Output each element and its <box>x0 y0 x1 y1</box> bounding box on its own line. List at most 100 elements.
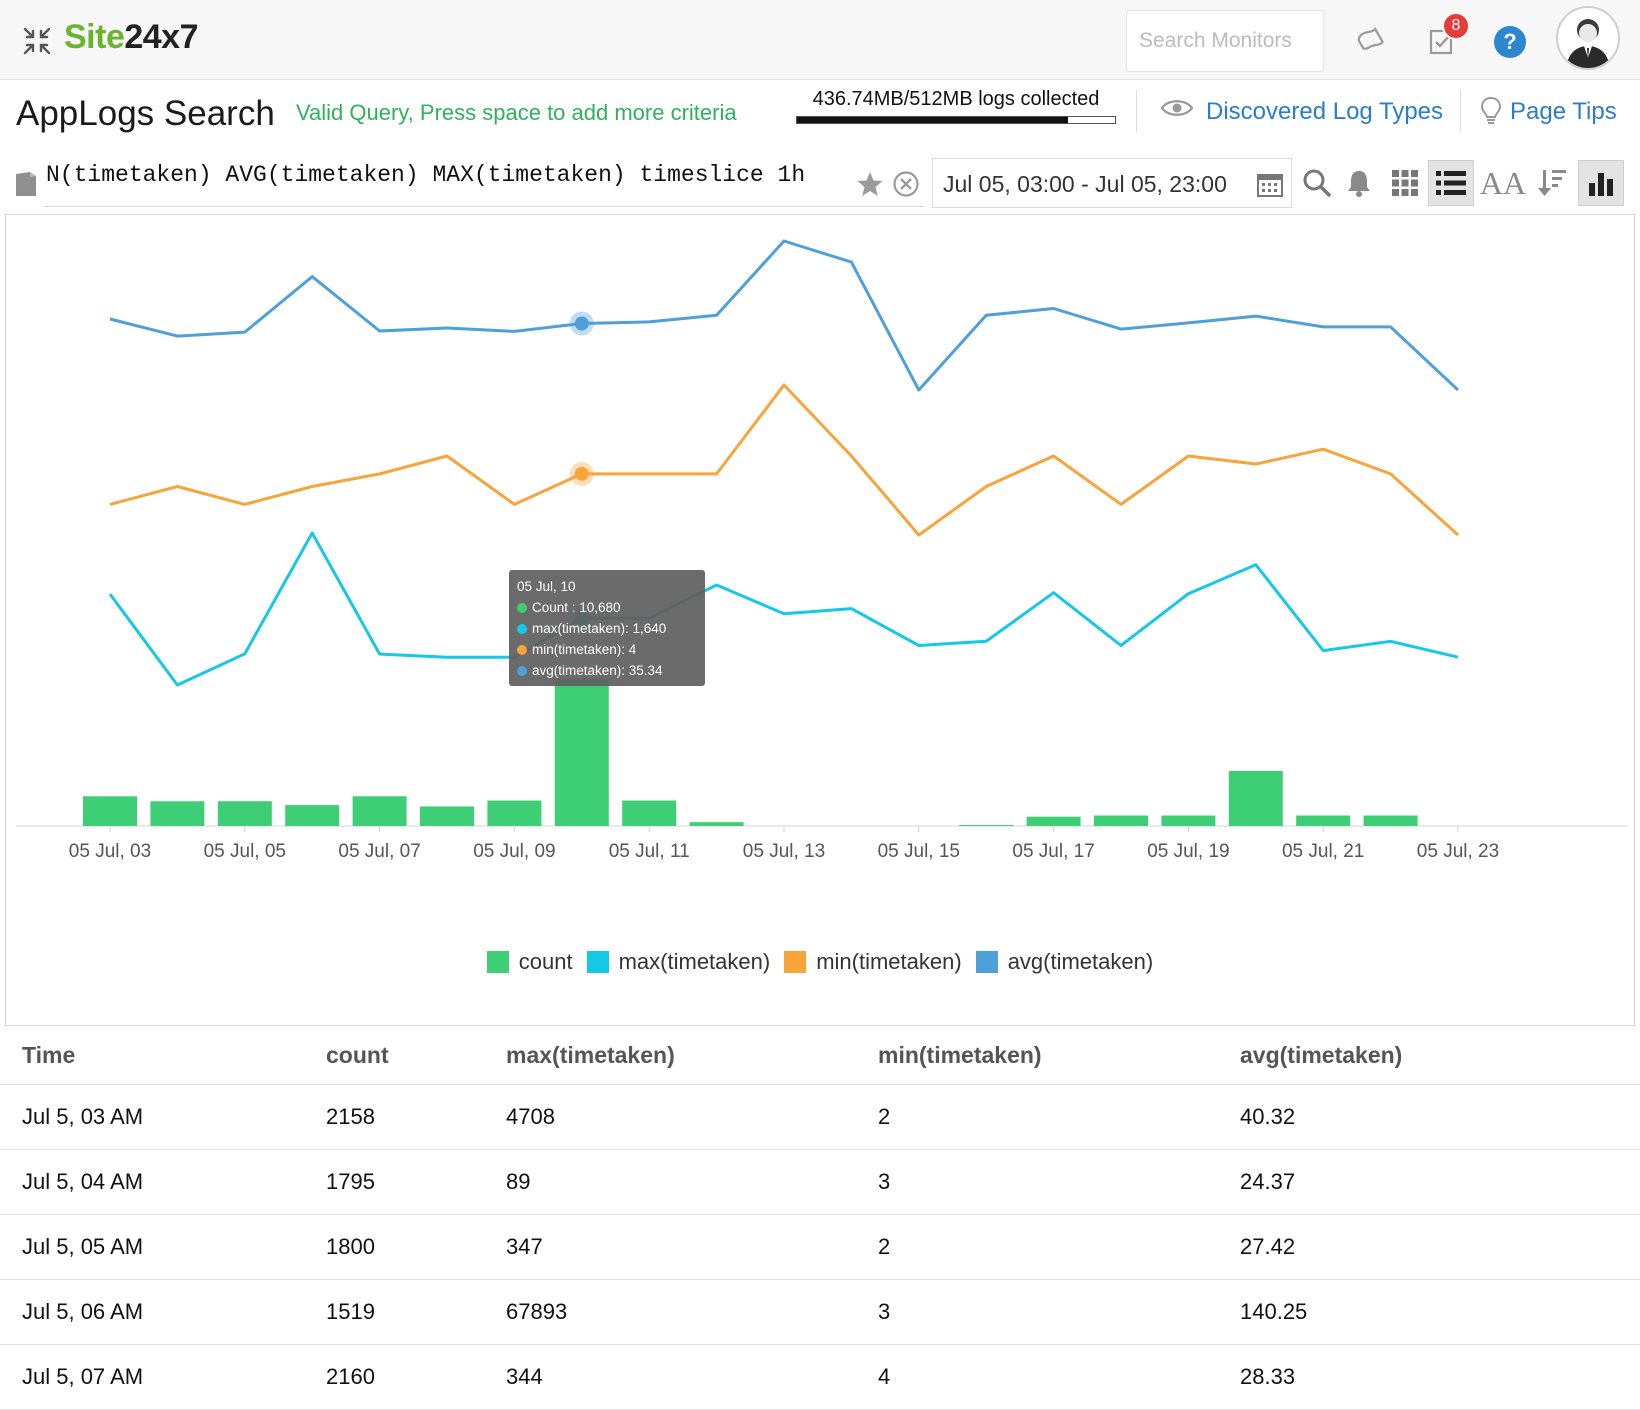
table-row[interactable]: Jul 5, 07 AM 2160 344 4 28.33 <box>0 1344 1640 1410</box>
grid-view-icon[interactable] <box>1382 160 1428 206</box>
page-tips-link[interactable]: Page Tips <box>1510 98 1617 125</box>
clear-query-icon[interactable] <box>892 170 920 203</box>
x-tick-label: 05 Jul, 09 <box>473 841 555 862</box>
x-tick-label: 05 Jul, 13 <box>743 841 825 862</box>
line-min(timetaken) <box>109 383 1460 537</box>
cell-count: 2158 <box>304 1084 484 1150</box>
search-monitors-input[interactable] <box>1126 10 1324 72</box>
table-row[interactable]: Jul 5, 06 AM 1519 67893 3 140.25 <box>0 1279 1640 1345</box>
cell-max: 67893 <box>484 1279 856 1345</box>
cell-avg: 24.37 <box>1218 1149 1640 1215</box>
table-header-row: Time count max(timetaken) min(timetaken)… <box>0 1028 1640 1085</box>
hover-point <box>574 316 589 331</box>
discovered-log-types-link[interactable]: Discovered Log Types <box>1206 98 1444 125</box>
bar-count <box>959 825 1014 826</box>
legend-item-count[interactable]: count <box>486 949 573 975</box>
announcement-icon[interactable] <box>1350 20 1390 60</box>
list-view-icon[interactable] <box>1428 160 1474 206</box>
notification-count-badge: 8 <box>1442 12 1470 40</box>
chart-panel: 05 Jul, 03 05 Jul, 05 05 Jul, 07 05 Jul, 09… <box>5 214 1635 1026</box>
calendar-icon[interactable] <box>1257 171 1283 203</box>
tooltip-line: Count : 10,680 <box>517 597 697 618</box>
cell-min: 2 <box>856 1214 1218 1280</box>
cell-time: Jul 5, 04 AM <box>0 1149 304 1215</box>
cell-time: Jul 5, 06 AM <box>0 1279 304 1345</box>
lightbulb-icon[interactable] <box>1480 96 1502 131</box>
line-max(timetaken) <box>108 531 1459 687</box>
cell-time: Jul 5, 05 AM <box>0 1214 304 1280</box>
table-row[interactable]: Jul 5, 03 AM 2158 4708 2 40.32 <box>0 1084 1640 1150</box>
x-tick-label: 05 Jul, 03 <box>69 841 151 862</box>
bar-count <box>420 806 474 826</box>
cell-count: 2160 <box>304 1344 484 1410</box>
x-tick-label: 05 Jul, 21 <box>1282 841 1364 862</box>
cell-time: Jul 5, 03 AM <box>0 1084 304 1150</box>
star-icon[interactable] <box>856 170 884 203</box>
bar-count <box>1363 815 1418 826</box>
bar-count <box>487 800 542 826</box>
legend-item-max[interactable]: max(timetaken) <box>586 949 770 975</box>
table-row[interactable]: Jul 5, 05 AM 1800 347 2 27.42 <box>0 1214 1640 1280</box>
column-header-max[interactable]: max(timetaken) <box>484 1028 856 1085</box>
query-input[interactable]: N(timetaken) AVG(timetaken) MAX(timetake… <box>46 162 806 188</box>
results-table: Time count max(timetaken) min(timetaken)… <box>0 1028 1640 1410</box>
date-range-picker[interactable]: Jul 05, 03:00 - Jul 05, 23:00 <box>932 158 1292 208</box>
cell-max: 89 <box>484 1149 856 1215</box>
eye-icon[interactable] <box>1160 96 1194 125</box>
x-tick-label: 05 Jul, 05 <box>204 841 286 862</box>
font-size-toggle[interactable]: AA <box>1479 164 1527 201</box>
x-tick-label: 05 Jul, 15 <box>878 841 960 862</box>
cell-min: 3 <box>856 1149 1218 1215</box>
collapse-icon[interactable] <box>22 26 52 56</box>
query-status-text: Valid Query, Press space to add more cri… <box>296 100 737 125</box>
cell-max: 4708 <box>484 1084 856 1150</box>
column-header-min[interactable]: min(timetaken) <box>856 1028 1218 1085</box>
page-title: AppLogs Search <box>16 94 275 133</box>
bar-count <box>352 796 407 826</box>
chart-legend: count max(timetaken) min(timetaken) avg(… <box>6 949 1634 975</box>
search-icon[interactable] <box>1294 160 1340 206</box>
alert-bell-icon[interactable] <box>1336 160 1382 206</box>
combo-chart[interactable]: 05 Jul, 03 05 Jul, 05 05 Jul, 07 05 Jul, 09… <box>6 215 1634 1025</box>
bar-count <box>1026 816 1081 826</box>
cell-avg: 27.42 <box>1218 1214 1640 1280</box>
column-header-time[interactable]: Time <box>0 1028 304 1085</box>
line-avg(timetaken) <box>109 239 1460 392</box>
bar-count <box>217 801 272 826</box>
x-tick-label: 05 Jul, 11 <box>609 841 690 862</box>
title-row: AppLogs Search Valid Query, Press space … <box>0 80 1640 150</box>
help-icon[interactable]: ? <box>1494 26 1526 58</box>
user-avatar[interactable] <box>1556 6 1620 70</box>
tasks-icon[interactable] <box>1422 20 1462 60</box>
chart-view-icon[interactable] <box>1578 160 1624 206</box>
x-tick-label: 05 Jul, 19 <box>1147 841 1229 862</box>
legend-item-avg[interactable]: avg(timetaken) <box>975 949 1153 975</box>
bar-count <box>1296 815 1351 826</box>
query-row: N(timetaken) AVG(timetaken) MAX(timetake… <box>0 152 1640 210</box>
sort-icon[interactable] <box>1530 160 1576 206</box>
tooltip-title: 05 Jul, 10 <box>517 579 576 594</box>
bar-count <box>1161 815 1216 826</box>
hover-point <box>574 466 589 481</box>
x-tick-label: 05 Jul, 07 <box>338 841 420 862</box>
site24x7-logo[interactable]: Site24x7 <box>64 18 198 56</box>
column-header-avg[interactable]: avg(timetaken) <box>1218 1028 1640 1085</box>
bar-count <box>689 822 744 826</box>
document-icon[interactable] <box>14 170 38 198</box>
column-header-count[interactable]: count <box>304 1028 484 1085</box>
cell-max: 347 <box>484 1214 856 1280</box>
cell-max: 344 <box>484 1344 856 1410</box>
cell-avg: 28.33 <box>1218 1344 1640 1410</box>
cell-count: 1795 <box>304 1149 484 1215</box>
cell-count: 1800 <box>304 1214 484 1280</box>
logs-usage-bar <box>796 116 1116 124</box>
query-underline <box>44 206 924 207</box>
bar-count <box>622 800 677 826</box>
bar-count <box>150 801 205 826</box>
bar-count <box>554 679 609 826</box>
logs-collected-label: 436.74MB/512MB logs collected <box>812 88 1100 110</box>
cell-time: Jul 5, 07 AM <box>0 1344 304 1410</box>
legend-item-min[interactable]: min(timetaken) <box>784 949 962 975</box>
tooltip-line: min(timetaken): 4 <box>517 639 697 660</box>
table-row[interactable]: Jul 5, 04 AM 1795 89 3 24.37 <box>0 1149 1640 1215</box>
